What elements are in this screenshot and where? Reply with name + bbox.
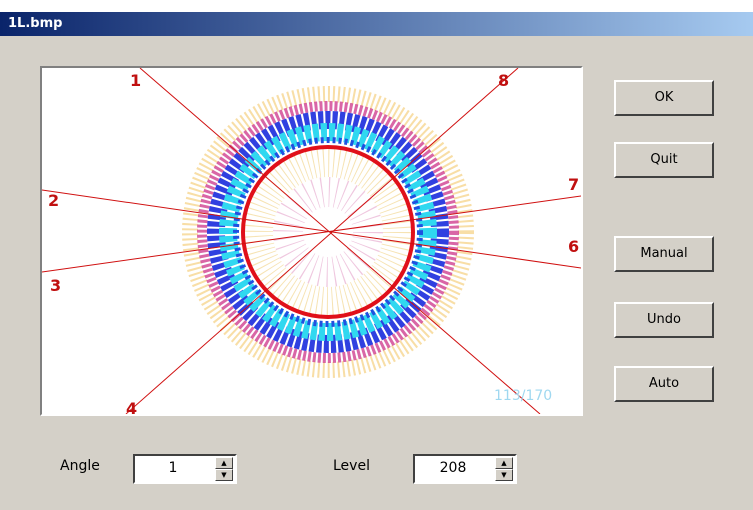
angle-label: 4	[126, 399, 137, 414]
spin-down[interactable]: ▼	[495, 469, 513, 481]
manual-button[interactable]: Manual	[614, 236, 714, 272]
ring	[182, 86, 474, 378]
auto-button[interactable]: Auto	[614, 366, 714, 402]
spin-up[interactable]: ▲	[495, 457, 513, 469]
angle-label: 6	[568, 237, 579, 256]
angle-label: 3	[50, 276, 61, 295]
image: 1 2 3 4 6 7 8 113/170	[41, 67, 582, 418]
angle-spinbox[interactable]: 1 ▲ ▼	[133, 454, 237, 484]
level-spinbox[interactable]: 208 ▲ ▼	[413, 454, 517, 484]
quit-button[interactable]: Quit	[614, 142, 714, 178]
angle-label: 8	[498, 71, 509, 90]
ok-button[interactable]: OK	[614, 80, 714, 116]
angle-label: 7	[568, 175, 579, 194]
angle-value: 1	[168, 460, 178, 476]
counter: 113/170	[494, 388, 552, 404]
angle-lines	[41, 67, 582, 415]
level-value: 208	[439, 460, 467, 476]
undo-button[interactable]: Undo	[614, 302, 714, 338]
angle-label: 2	[48, 191, 59, 210]
angle-label: Angle	[60, 458, 100, 474]
spin-up[interactable]: ▲	[215, 457, 233, 469]
image-panel: 1 2 3 4 6 7 8 113/170	[40, 66, 583, 418]
angle-label: 1	[130, 71, 141, 90]
level-label: Level	[333, 458, 370, 474]
dialog: 1 2 3 4 6 7 8 113/170 OK Quit Manual Und…	[0, 36, 753, 510]
window-title: 1L.bmp	[8, 16, 63, 31]
title-bar: 1L.bmp	[0, 12, 753, 36]
spin-down[interactable]: ▼	[215, 469, 233, 481]
